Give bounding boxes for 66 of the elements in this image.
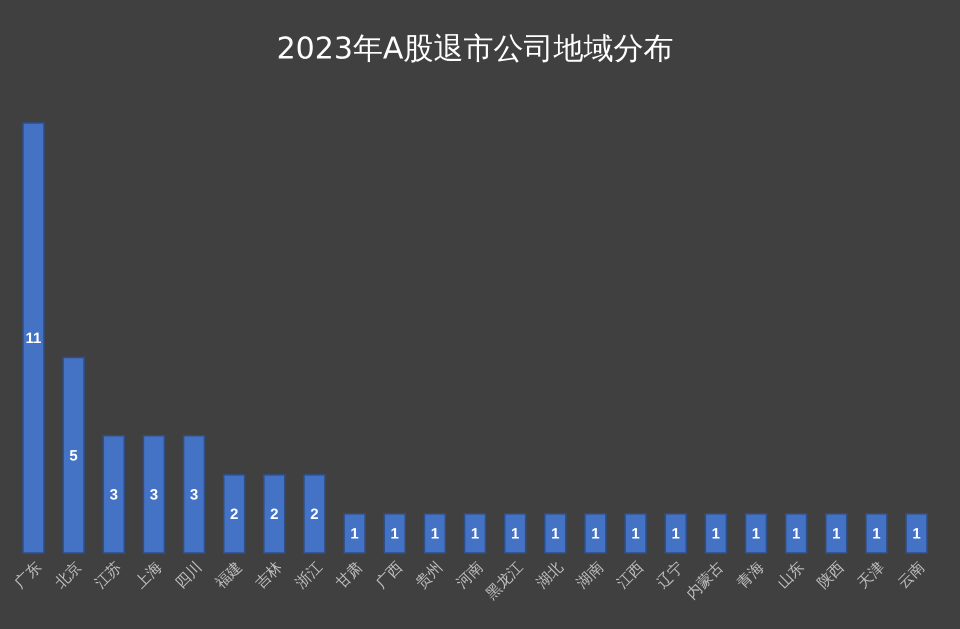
data-label: 1 xyxy=(872,525,881,542)
bar xyxy=(825,513,848,554)
data-label: 1 xyxy=(510,525,520,542)
data-label: 3 xyxy=(110,486,118,504)
bar xyxy=(182,434,206,554)
x-tick-label: 贵州 xyxy=(412,558,446,592)
x-tick-label: 上海 xyxy=(132,558,166,592)
x-tick-label: 甘肃 xyxy=(332,558,366,592)
chart-title: 2023年A股退市公司地域分布 xyxy=(276,31,674,66)
data-label: 2 xyxy=(230,506,238,523)
bar xyxy=(384,513,406,554)
bar xyxy=(784,513,808,554)
x-tick-label: 吉林 xyxy=(252,558,286,592)
bar xyxy=(22,122,45,554)
data-label: 2 xyxy=(270,506,278,523)
bar xyxy=(62,356,85,554)
data-label: 1 xyxy=(591,525,600,542)
x-tick-label: 福建 xyxy=(212,558,246,592)
data-label: 1 xyxy=(390,525,399,542)
bar xyxy=(584,513,607,554)
x-tick-label: 北京 xyxy=(52,558,85,592)
x-tick-label: 浙江 xyxy=(292,558,326,592)
x-tick-label: 云南 xyxy=(894,558,928,592)
data-label: 1 xyxy=(430,525,440,542)
x-tick-label: 广西 xyxy=(372,558,406,592)
bar xyxy=(343,513,366,554)
data-label: 11 xyxy=(26,330,42,347)
x-tick-label: 江苏 xyxy=(92,558,126,592)
data-label: 3 xyxy=(190,486,198,504)
data-label: 1 xyxy=(712,525,720,542)
bar xyxy=(102,434,125,554)
bar xyxy=(504,513,526,554)
bar xyxy=(303,474,326,554)
data-label: 1 xyxy=(912,525,921,542)
x-tick-label: 江西 xyxy=(614,558,647,592)
data-label: 1 xyxy=(350,525,359,542)
x-tick-label: 天津 xyxy=(854,558,888,592)
bar xyxy=(664,513,687,554)
bar xyxy=(704,513,728,554)
bar xyxy=(464,513,486,554)
data-label: 1 xyxy=(631,525,640,542)
x-tick-label: 四川 xyxy=(172,558,206,592)
data-label: 1 xyxy=(832,525,840,542)
data-label: 1 xyxy=(672,525,680,542)
x-tick-label: 陕西 xyxy=(814,558,848,592)
data-label: 1 xyxy=(752,525,760,542)
data-label: 1 xyxy=(792,525,800,542)
data-label: 5 xyxy=(69,447,78,464)
x-tick-label: 青海 xyxy=(734,558,768,592)
bar xyxy=(263,474,286,554)
bar xyxy=(222,474,246,554)
bar xyxy=(424,513,446,554)
bar xyxy=(905,513,928,554)
data-label: 1 xyxy=(470,525,480,542)
data-label: 3 xyxy=(150,486,158,504)
data-label: 2 xyxy=(310,506,319,523)
data-label: 1 xyxy=(551,525,560,542)
bar xyxy=(865,513,888,554)
bar xyxy=(624,513,647,554)
x-tick-label: 山东 xyxy=(774,558,808,592)
x-tick-label: 湖北 xyxy=(533,558,567,592)
bar xyxy=(142,434,166,554)
bar xyxy=(744,513,768,554)
x-tick-label: 湖南 xyxy=(574,558,607,592)
bar xyxy=(544,513,566,554)
x-tick-label: 广东 xyxy=(12,558,45,592)
